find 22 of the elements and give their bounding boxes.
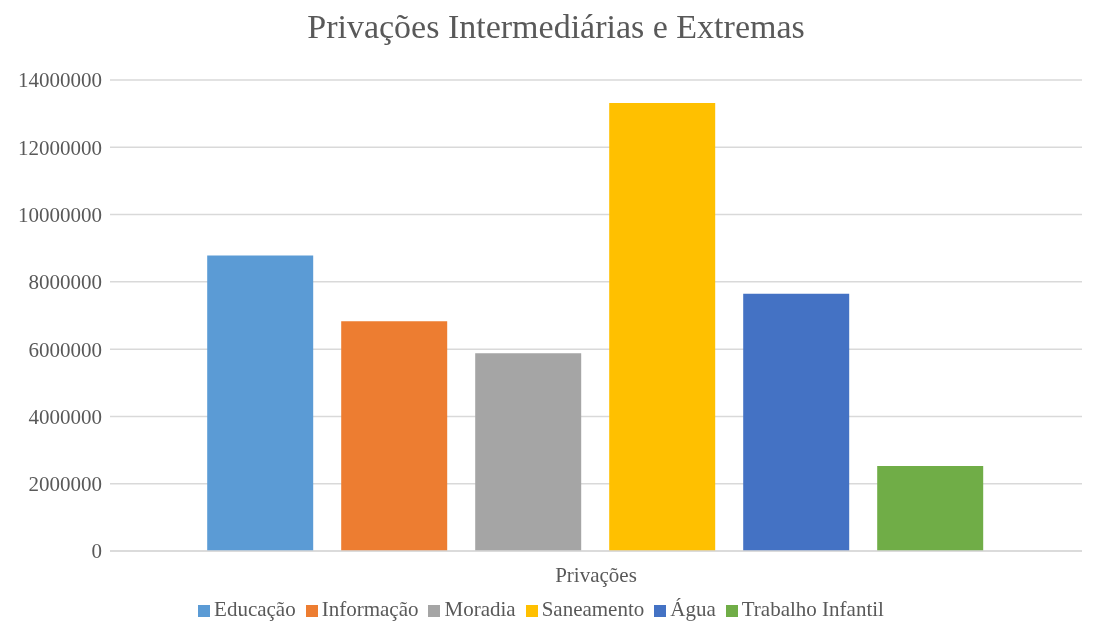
bar <box>207 255 314 551</box>
y-tick-label: 2000000 <box>28 472 102 497</box>
legend-label: Informação <box>321 597 419 621</box>
y-tick-label: 12000000 <box>18 135 102 160</box>
legend-label: Trabalho Infantil <box>741 597 884 621</box>
y-tick-label: 6000000 <box>28 337 102 362</box>
legend-label: Saneamento <box>541 597 645 621</box>
bar <box>609 102 716 551</box>
x-tick-label: Privações <box>555 562 637 587</box>
legend-label: Água <box>670 597 716 621</box>
y-tick-label: 10000000 <box>18 203 102 228</box>
y-tick-label: 0 <box>91 539 102 564</box>
bar <box>743 293 850 551</box>
legend-label: Educação <box>214 597 296 621</box>
legend-label: Moradia <box>444 597 516 621</box>
y-tick-label: 8000000 <box>28 270 102 295</box>
y-tick-label: 14000000 <box>18 68 102 93</box>
bar <box>341 321 448 551</box>
bar <box>877 465 984 551</box>
y-tick-label: 4000000 <box>28 404 102 429</box>
chart-title: Privações Intermediárias e Extremas <box>306 8 806 46</box>
bar <box>475 353 582 551</box>
